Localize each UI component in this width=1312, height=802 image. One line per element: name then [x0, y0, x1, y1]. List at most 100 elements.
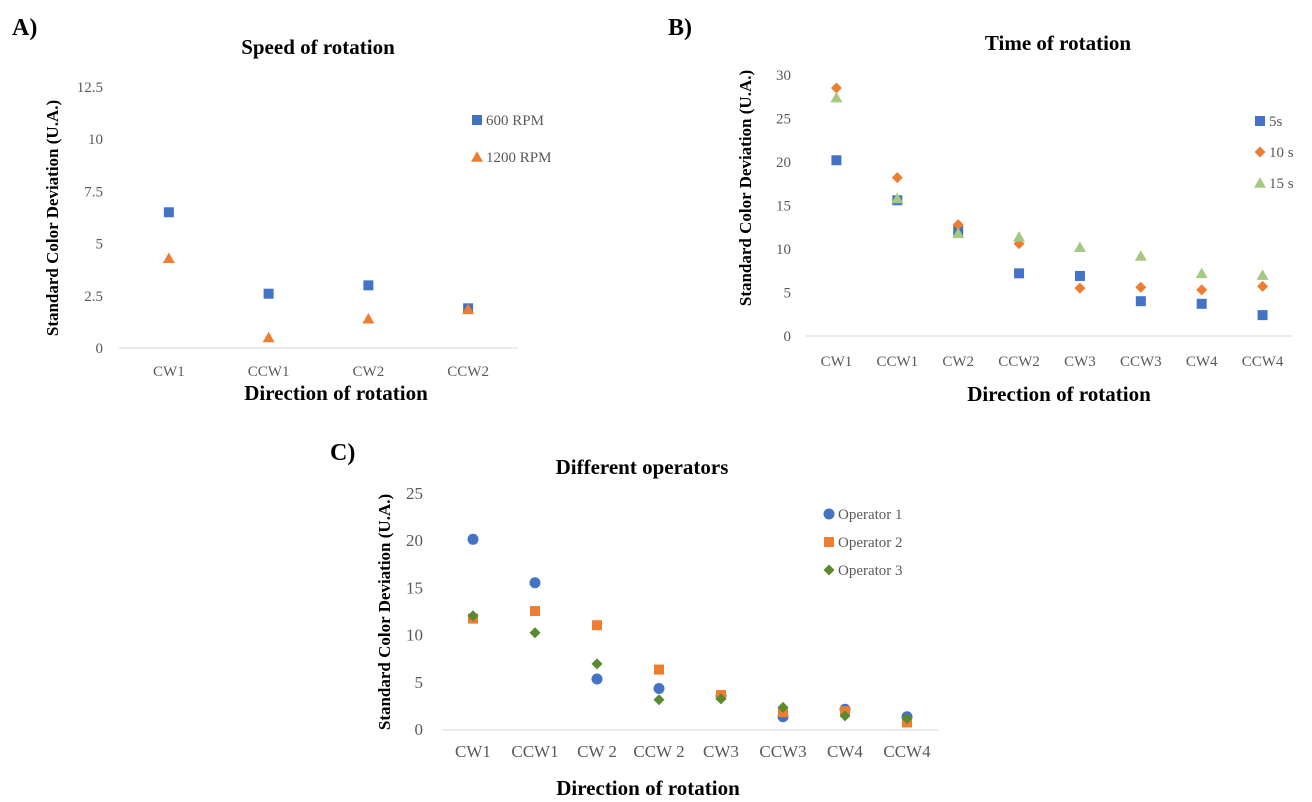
y-axis-title: Standard Color Deviation (U.A.): [43, 100, 62, 336]
data-point: [653, 694, 665, 706]
x-tick-label: CCW4: [883, 742, 931, 761]
x-tick-label: CCW4: [1242, 354, 1284, 370]
data-point: [1013, 231, 1026, 242]
legend-marker: [823, 508, 835, 520]
data-point: [1196, 298, 1207, 309]
x-tick-label: CW2: [942, 354, 974, 370]
data-point: [1134, 250, 1147, 261]
x-tick-label: CW4: [1186, 354, 1218, 370]
y-tick-label: 10: [88, 132, 103, 148]
x-tick-label: CCW2: [447, 364, 489, 380]
series-1: [163, 207, 474, 314]
panel-label: C): [330, 440, 355, 466]
series-2: [468, 606, 912, 728]
series-2: [162, 252, 475, 343]
x-tick-label: CW2: [353, 364, 385, 380]
data-point: [467, 533, 479, 545]
data-point: [1196, 284, 1208, 296]
x-tick-label: CW 2: [577, 742, 617, 761]
data-point: [1014, 268, 1025, 279]
legend-marker: [1254, 177, 1266, 188]
x-tick-label: CW3: [1064, 354, 1096, 370]
data-point: [1256, 269, 1269, 280]
data-point: [1074, 270, 1085, 281]
legend-entry: Operator 1: [838, 507, 903, 523]
y-tick-label: 20: [406, 531, 423, 550]
x-tick-label: CCW3: [1120, 354, 1162, 370]
legend-entry: 10 s: [1269, 145, 1294, 161]
data-point: [1074, 282, 1086, 294]
y-tick-label: 15: [776, 199, 791, 215]
x-tick-label: CCW3: [759, 742, 806, 761]
y-tick-label: 25: [406, 484, 423, 503]
data-point: [1073, 241, 1086, 253]
data-point: [162, 252, 175, 263]
data-point: [891, 192, 904, 204]
legend-entry: Operator 2: [838, 535, 903, 551]
data-point: [591, 658, 603, 670]
data-point: [653, 682, 665, 694]
legend-entry: Operator 3: [838, 563, 903, 579]
y-tick-label: 30: [776, 68, 791, 84]
y-tick-label: 0: [415, 720, 424, 739]
series-2: [830, 82, 1269, 296]
y-tick-label: 7.5: [84, 184, 103, 200]
data-point: [654, 664, 664, 675]
series-3: [467, 610, 913, 725]
data-point: [830, 91, 843, 103]
x-axis-title: Direction of rotation: [244, 381, 428, 405]
legend-marker: [1254, 146, 1266, 158]
data-point: [262, 331, 275, 343]
data-point: [462, 303, 475, 315]
chart-title: Time of rotation: [985, 31, 1132, 55]
chart-title: Speed of rotation: [241, 35, 395, 59]
x-tick-label: CCW1: [248, 364, 290, 380]
x-tick-label: CW1: [821, 354, 853, 370]
legend-marker: [472, 115, 482, 125]
chart-panel-a: A) Speed of rotation 0 2.5 5 7.5 10 12.5 CW1 CCW1…: [12, 15, 551, 405]
legend: 600 RPM 1200 RPM: [471, 113, 551, 166]
data-point: [591, 673, 603, 685]
data-point: [163, 207, 174, 218]
data-point: [831, 155, 842, 166]
y-tick-label: 10: [776, 242, 791, 258]
panel-label: B): [668, 15, 692, 41]
x-tick-label: CCW 2: [633, 742, 684, 761]
legend-marker: [1255, 116, 1265, 126]
y-axis-title: Standard Color Deviation (U.A.): [736, 70, 755, 306]
x-tick-label: CW4: [827, 742, 863, 761]
data-point: [715, 693, 727, 705]
chart-panel-c: C) Different operators 0 5 10 15 20 25 CW1 CCW1 CW…: [330, 440, 938, 800]
legend: Operator 1 Operator 2 Operator 3: [823, 507, 903, 579]
data-point: [363, 280, 374, 291]
data-point: [901, 713, 913, 725]
legend-marker: [823, 564, 835, 576]
y-tick-label: 20: [776, 155, 791, 171]
y-tick-label: 5: [784, 286, 792, 302]
legend-marker: [471, 151, 483, 162]
data-point: [891, 172, 903, 184]
data-point: [830, 82, 842, 94]
data-point: [1135, 296, 1146, 307]
data-point: [467, 610, 479, 622]
data-point: [777, 701, 789, 713]
y-tick-label: 0: [96, 341, 104, 357]
legend-entry: 1200 RPM: [486, 150, 551, 166]
y-tick-label: 12.5: [77, 80, 103, 96]
data-point: [952, 219, 964, 231]
data-point: [263, 288, 274, 299]
panel-label: A): [12, 15, 37, 41]
chart-panel-b: B) Time of rotation 0 5 10 15 20 25 30 CW1 CCW1 CW2…: [668, 15, 1294, 406]
x-tick-label: CW1: [153, 364, 185, 380]
y-tick-label: 5: [415, 673, 424, 692]
y-tick-label: 15: [406, 578, 423, 597]
data-point: [362, 313, 375, 324]
y-tick-label: 2.5: [84, 289, 103, 305]
legend-entry: 5s: [1269, 114, 1283, 130]
y-tick-label: 0: [784, 329, 792, 345]
data-point: [529, 627, 541, 639]
data-point: [839, 710, 851, 722]
chart-title: Different operators: [556, 455, 729, 479]
series-3: [830, 91, 1269, 280]
